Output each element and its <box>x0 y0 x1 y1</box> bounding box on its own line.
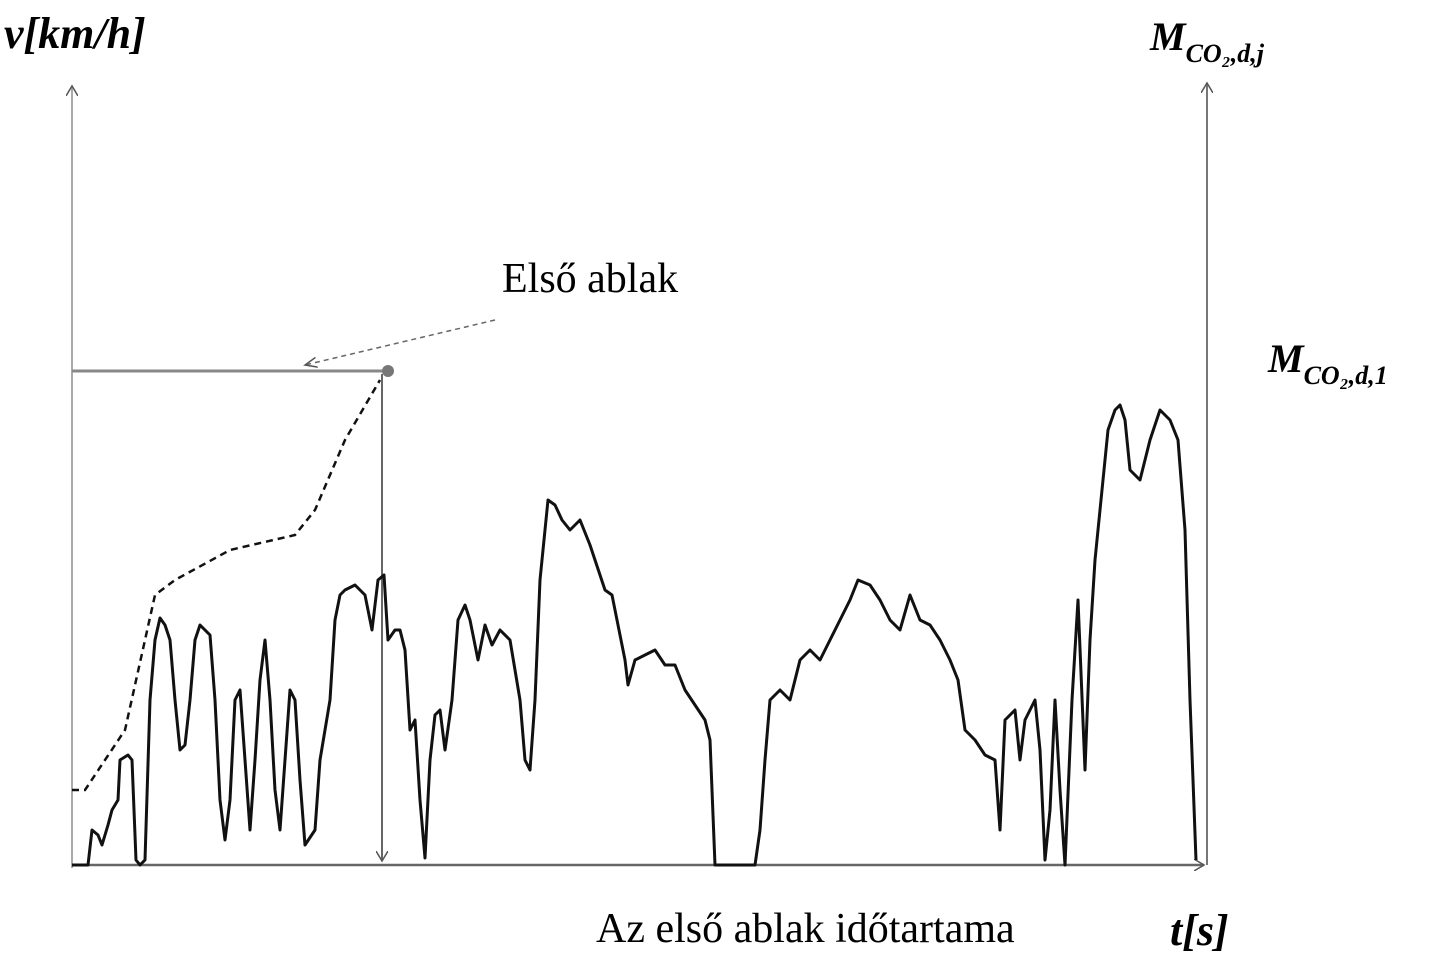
right-axis-label: MCO₂,d,j <box>1149 14 1265 68</box>
window-point <box>382 365 394 377</box>
window-duration-label: Az első ablak időtartama <box>596 906 1015 952</box>
label-sub: CO₂,d,1 <box>1304 361 1388 390</box>
x-axis-label: t[s] <box>1170 906 1229 955</box>
window-label: Első ablak <box>502 256 678 302</box>
speed-trace <box>72 403 1198 867</box>
label-main: M <box>1149 14 1187 59</box>
pointer-arrow <box>305 319 496 365</box>
cumulative-curve <box>72 379 382 792</box>
level-label: MCO₂,d,1 <box>1267 336 1388 390</box>
label-sub: CO₂,d,j <box>1186 39 1265 68</box>
y-axis-label: v[km/h] <box>4 9 146 58</box>
label-main: M <box>1267 336 1305 381</box>
